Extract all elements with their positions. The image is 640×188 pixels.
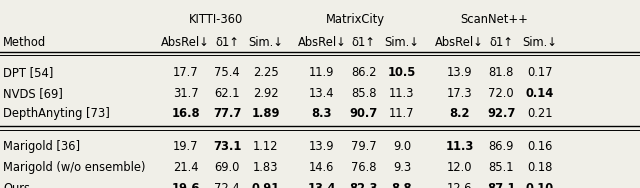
Text: 69.0: 69.0 [214, 161, 240, 174]
Text: 12.0: 12.0 [447, 161, 472, 174]
Text: 0.16: 0.16 [527, 140, 552, 153]
Text: AbsRel↓: AbsRel↓ [435, 36, 484, 49]
Text: Marigold [36]: Marigold [36] [3, 140, 81, 153]
Text: 86.9: 86.9 [488, 140, 514, 153]
Text: 1.89: 1.89 [252, 107, 280, 120]
Text: 13.9: 13.9 [447, 66, 472, 79]
Text: Ours: Ours [3, 181, 30, 188]
Text: 0.10: 0.10 [525, 181, 554, 188]
Text: DepthAnyting [73]: DepthAnyting [73] [3, 107, 110, 120]
Text: 11.9: 11.9 [309, 66, 335, 79]
Text: 8.3: 8.3 [312, 107, 332, 120]
Text: 11.3: 11.3 [445, 140, 474, 153]
Text: 19.7: 19.7 [173, 140, 198, 153]
Text: 82.3: 82.3 [349, 181, 378, 188]
Text: AbsRel↓: AbsRel↓ [298, 36, 346, 49]
Text: 11.7: 11.7 [389, 107, 415, 120]
Text: 0.91: 0.91 [252, 181, 280, 188]
Text: 13.4: 13.4 [308, 181, 336, 188]
Text: 17.7: 17.7 [173, 66, 198, 79]
Text: 1.12: 1.12 [253, 140, 278, 153]
Text: DPT [54]: DPT [54] [3, 66, 54, 79]
Text: 21.4: 21.4 [173, 161, 198, 174]
Text: 92.7: 92.7 [487, 107, 515, 120]
Text: NVDS [69]: NVDS [69] [3, 86, 63, 100]
Text: Marigold (w/o ensemble): Marigold (w/o ensemble) [3, 161, 146, 174]
Text: 17.3: 17.3 [447, 86, 472, 100]
Text: 0.21: 0.21 [527, 107, 552, 120]
Text: 9.3: 9.3 [393, 161, 411, 174]
Text: 90.7: 90.7 [349, 107, 378, 120]
Text: 0.17: 0.17 [527, 66, 552, 79]
Text: 14.6: 14.6 [309, 161, 335, 174]
Text: 77.7: 77.7 [213, 107, 241, 120]
Text: 85.8: 85.8 [351, 86, 376, 100]
Text: 81.8: 81.8 [488, 66, 514, 79]
Text: 13.4: 13.4 [309, 86, 335, 100]
Text: Sim.↓: Sim.↓ [385, 36, 419, 49]
Text: 19.6: 19.6 [172, 181, 200, 188]
Text: Sim.↓: Sim.↓ [248, 36, 283, 49]
Text: Sim.↓: Sim.↓ [522, 36, 557, 49]
Text: 75.4: 75.4 [214, 66, 240, 79]
Text: 79.7: 79.7 [351, 140, 376, 153]
Text: 86.2: 86.2 [351, 66, 376, 79]
Text: MatrixCity: MatrixCity [326, 13, 385, 26]
Text: 72.0: 72.0 [488, 86, 514, 100]
Text: 76.8: 76.8 [351, 161, 376, 174]
Text: AbsRel↓: AbsRel↓ [161, 36, 210, 49]
Text: 2.92: 2.92 [253, 86, 278, 100]
Text: δ1↑: δ1↑ [215, 36, 239, 49]
Text: 62.1: 62.1 [214, 86, 240, 100]
Text: 8.8: 8.8 [392, 181, 412, 188]
Text: KITTI-360: KITTI-360 [189, 13, 243, 26]
Text: Method: Method [3, 36, 46, 49]
Text: 9.0: 9.0 [393, 140, 411, 153]
Text: δ1↑: δ1↑ [351, 36, 376, 49]
Text: 8.2: 8.2 [449, 107, 470, 120]
Text: 11.3: 11.3 [389, 86, 415, 100]
Text: 87.1: 87.1 [487, 181, 515, 188]
Text: 12.6: 12.6 [447, 181, 472, 188]
Text: 16.8: 16.8 [172, 107, 200, 120]
Text: 1.83: 1.83 [253, 161, 278, 174]
Text: δ1↑: δ1↑ [489, 36, 513, 49]
Text: ScanNet++: ScanNet++ [460, 13, 528, 26]
Text: 31.7: 31.7 [173, 86, 198, 100]
Text: 2.25: 2.25 [253, 66, 278, 79]
Text: 10.5: 10.5 [388, 66, 416, 79]
Text: 13.9: 13.9 [309, 140, 335, 153]
Text: 72.4: 72.4 [214, 181, 240, 188]
Text: 85.1: 85.1 [488, 161, 514, 174]
Text: 0.14: 0.14 [525, 86, 554, 100]
Text: 0.18: 0.18 [527, 161, 552, 174]
Text: 73.1: 73.1 [213, 140, 241, 153]
